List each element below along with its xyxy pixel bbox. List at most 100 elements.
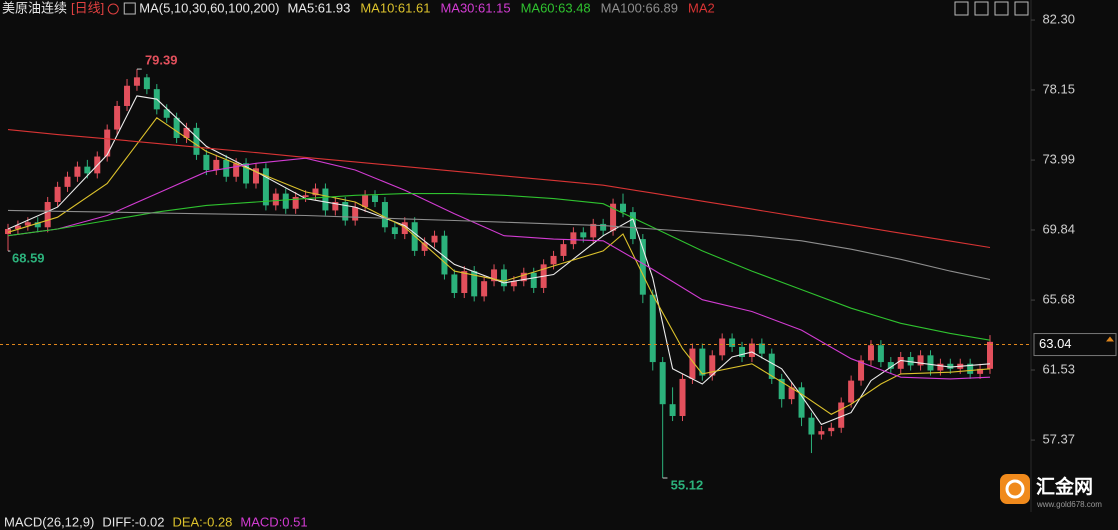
logo: 汇金网 www.gold678.com bbox=[1000, 474, 1102, 509]
toolbar bbox=[954, 1, 1029, 16]
candle-body bbox=[352, 207, 359, 221]
candle-body bbox=[649, 294, 656, 363]
macd-label: MACD(26,12,9) bbox=[4, 514, 94, 529]
candle-body bbox=[610, 203, 617, 231]
candle-body bbox=[183, 127, 190, 138]
y-tick-label: 69.84 bbox=[1042, 221, 1075, 236]
tool-icon[interactable] bbox=[954, 1, 969, 16]
candle-body bbox=[203, 154, 210, 170]
candle-body bbox=[272, 193, 279, 206]
candle-body bbox=[500, 269, 507, 287]
header-label: MA(5,10,30,60,100,200) bbox=[139, 0, 279, 15]
candle-body bbox=[441, 235, 448, 275]
candle-body bbox=[669, 404, 676, 416]
annotation: 68.59 bbox=[12, 250, 45, 265]
y-tick-label: 61.53 bbox=[1042, 361, 1075, 376]
ma-line bbox=[7, 157, 991, 380]
header-label: MA5:61.93 bbox=[287, 0, 350, 15]
ma-line bbox=[7, 95, 991, 426]
candle-body bbox=[927, 355, 934, 371]
candle-body bbox=[510, 281, 517, 287]
candle-body bbox=[302, 195, 309, 197]
candle-body bbox=[719, 338, 726, 356]
candle-body bbox=[937, 363, 944, 371]
candle-body bbox=[917, 355, 924, 366]
header-label: MA100:66.89 bbox=[601, 0, 678, 15]
y-tick-label: 57.37 bbox=[1042, 432, 1075, 447]
candle-body bbox=[987, 341, 993, 369]
candle-body bbox=[580, 232, 587, 238]
annotation: 79.39 bbox=[145, 53, 178, 68]
candle-body bbox=[679, 378, 686, 416]
last-price-marker bbox=[1106, 336, 1114, 342]
candle-body bbox=[570, 232, 577, 245]
candle-body bbox=[778, 378, 785, 400]
candle-body bbox=[54, 186, 61, 203]
candle-body bbox=[14, 225, 21, 229]
candle-body bbox=[867, 345, 874, 361]
candle-body bbox=[788, 387, 795, 400]
annotation: 55.12 bbox=[671, 477, 704, 492]
logo-icon bbox=[1000, 474, 1030, 504]
header-label: [日线] bbox=[71, 0, 104, 15]
candle-body bbox=[619, 203, 626, 213]
macd-label: DEA:-0.28 bbox=[172, 514, 232, 529]
candle-body bbox=[342, 202, 349, 221]
tool-icon[interactable] bbox=[974, 1, 989, 16]
candle-body bbox=[401, 222, 408, 235]
candle-body bbox=[897, 357, 904, 369]
candle-body bbox=[312, 188, 319, 196]
candle-body bbox=[491, 269, 498, 282]
settings-icon[interactable] bbox=[107, 3, 119, 15]
candle-body bbox=[262, 168, 269, 206]
candle-body bbox=[848, 380, 855, 403]
candle-body bbox=[808, 417, 815, 435]
header-label: MA30:61.15 bbox=[440, 0, 510, 15]
candle-body bbox=[381, 202, 388, 228]
candle-body bbox=[431, 235, 438, 243]
y-tick-label: 65.68 bbox=[1042, 292, 1075, 307]
candle-body bbox=[133, 77, 140, 86]
candle-body bbox=[659, 362, 666, 405]
y-tick-label: 78.15 bbox=[1042, 81, 1075, 96]
logo-mark bbox=[1005, 479, 1025, 499]
candle-body bbox=[24, 222, 31, 226]
ma-icon bbox=[123, 2, 136, 15]
ma-line bbox=[7, 117, 991, 415]
candle-body bbox=[372, 195, 379, 203]
candle-body bbox=[451, 274, 458, 293]
ma-line bbox=[7, 209, 991, 281]
candle-body bbox=[84, 166, 91, 174]
candle-body bbox=[243, 163, 250, 184]
candle-body bbox=[977, 368, 984, 374]
candle-body bbox=[729, 338, 736, 347]
candle-body bbox=[877, 345, 884, 363]
candle-body bbox=[74, 166, 81, 177]
candle-body bbox=[322, 188, 329, 211]
tool-icon[interactable] bbox=[994, 1, 1009, 16]
logo-url: www.gold678.com bbox=[1036, 500, 1102, 509]
tool-icon[interactable] bbox=[1014, 1, 1029, 16]
candle-body bbox=[104, 129, 111, 157]
candle-body bbox=[639, 239, 646, 295]
candle-body bbox=[768, 353, 775, 379]
y-tick-label: 82.30 bbox=[1042, 11, 1075, 26]
logo-name: 汇金网 bbox=[1036, 475, 1093, 498]
header-label: MA2 bbox=[688, 0, 715, 15]
candle-body bbox=[838, 402, 845, 428]
candle-body bbox=[858, 360, 865, 381]
candle-body bbox=[818, 431, 825, 435]
ma-line bbox=[7, 193, 991, 341]
header-label: MA10:61.61 bbox=[360, 0, 430, 15]
y-tick-label: 73.99 bbox=[1042, 151, 1075, 166]
candle-body bbox=[758, 343, 765, 354]
candle-body bbox=[64, 176, 71, 187]
candle-body bbox=[887, 362, 894, 369]
candle-body bbox=[530, 272, 537, 288]
candle-body bbox=[550, 255, 557, 265]
candle-body bbox=[699, 348, 706, 376]
candle-body bbox=[798, 387, 805, 418]
candle-body bbox=[332, 202, 339, 211]
